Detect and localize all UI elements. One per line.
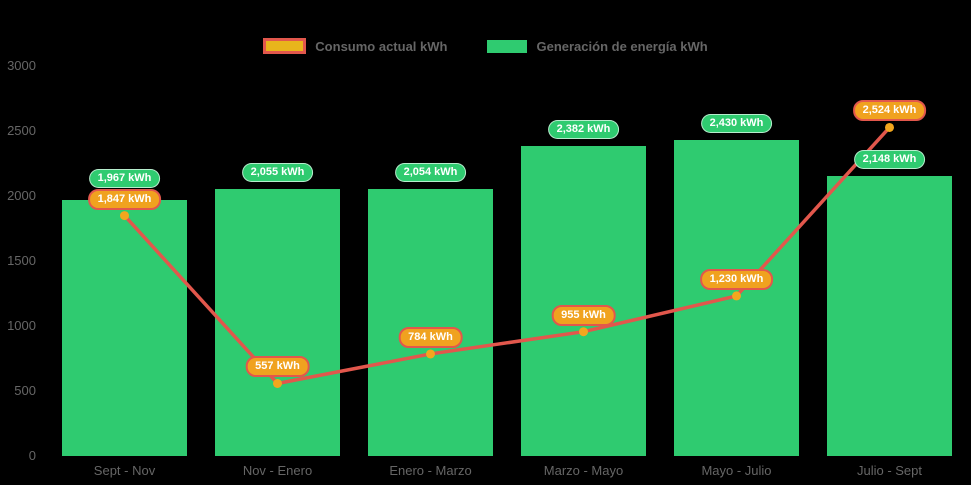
- x-axis-category-label: Julio - Sept: [856, 463, 923, 478]
- generation-bar[interactable]: [368, 188, 493, 456]
- generation-value-badge: 2,148 kWh: [853, 150, 926, 170]
- consumption-value-badge: 2,524 kWh: [852, 100, 927, 122]
- generation-value-badge: 1,967 kWh: [88, 168, 161, 188]
- consumption-value-badge: 1,847 kWh: [87, 188, 162, 210]
- generation-bar[interactable]: [521, 145, 646, 456]
- generation-bar[interactable]: [62, 199, 187, 456]
- generation-bar[interactable]: [215, 188, 340, 456]
- x-axis-category-label: Marzo - Mayo: [543, 463, 624, 478]
- consumption-point[interactable]: [579, 327, 588, 337]
- generation-value-badge: 2,382 kWh: [547, 119, 620, 139]
- consumption-point[interactable]: [885, 122, 894, 132]
- consumption-line: [123, 126, 891, 386]
- consumption-value-badge: 784 kWh: [398, 326, 463, 348]
- y-axis-tick-label: 0: [28, 448, 36, 463]
- generation-bar[interactable]: [827, 176, 952, 456]
- legend-item-consumption[interactable]: Consumo actual kWh: [263, 38, 447, 54]
- consumption-swatch-icon: [263, 38, 307, 54]
- generation-swatch-icon: [487, 39, 528, 53]
- consumption-value-badge: 955 kWh: [551, 304, 616, 326]
- consumption-value-badge: 557 kWh: [245, 356, 310, 378]
- x-axis-category-label: Enero - Marzo: [389, 463, 472, 478]
- y-axis-tick-label: 500: [14, 382, 36, 398]
- legend-label-generation: Generación de energía kWh: [536, 38, 708, 54]
- consumption-point[interactable]: [273, 378, 282, 388]
- generation-value-badge: 2,430 kWh: [700, 113, 773, 133]
- generation-value-badge: 2,055 kWh: [241, 162, 314, 182]
- consumption-point[interactable]: [426, 349, 435, 359]
- consumption-value-badge: 1,230 kWh: [699, 268, 774, 290]
- generation-value-badge: 2,054 kWh: [394, 162, 467, 182]
- y-axis-tick-label: 1500: [7, 252, 36, 268]
- legend-label-consumption: Consumo actual kWh: [315, 38, 448, 54]
- x-axis-category-label: Nov - Enero: [242, 463, 313, 478]
- y-axis-tick-label: 2000: [7, 187, 36, 203]
- legend-item-generation[interactable]: Generación de energía kWh: [487, 38, 708, 54]
- y-axis-tick-label: 3000: [7, 57, 36, 73]
- chart-legend: Consumo actual kWh Generación de energía…: [0, 38, 971, 54]
- y-axis-tick-label: 2500: [7, 122, 36, 138]
- x-axis-category-label: Sept - Nov: [93, 463, 156, 478]
- x-axis-category-label: Mayo - Julio: [701, 463, 772, 478]
- y-axis-tick-label: 1000: [7, 317, 36, 333]
- consumption-point[interactable]: [732, 291, 741, 301]
- consumption-point[interactable]: [120, 211, 129, 221]
